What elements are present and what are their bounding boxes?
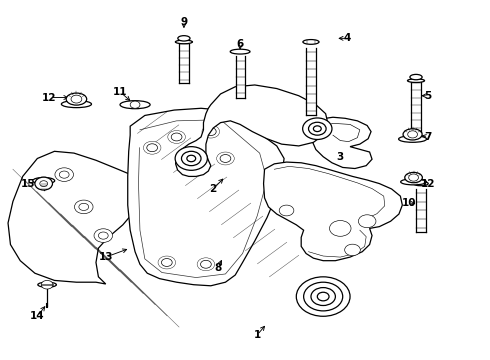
FancyBboxPatch shape	[411, 79, 421, 132]
Text: 5: 5	[425, 91, 432, 101]
Circle shape	[296, 277, 350, 316]
Circle shape	[358, 215, 376, 228]
Text: 7: 7	[424, 132, 432, 142]
Ellipse shape	[303, 40, 319, 44]
Circle shape	[303, 118, 332, 139]
Circle shape	[314, 126, 321, 132]
Polygon shape	[128, 108, 284, 286]
Text: 1: 1	[254, 330, 261, 340]
Ellipse shape	[175, 40, 193, 44]
Circle shape	[318, 292, 329, 301]
Circle shape	[59, 171, 69, 178]
Text: 11: 11	[113, 87, 128, 97]
Ellipse shape	[414, 181, 428, 186]
Circle shape	[71, 95, 82, 103]
Circle shape	[217, 152, 234, 165]
Polygon shape	[264, 162, 402, 261]
FancyBboxPatch shape	[179, 40, 189, 83]
Ellipse shape	[230, 49, 250, 54]
Circle shape	[98, 232, 108, 239]
FancyBboxPatch shape	[416, 189, 426, 232]
Ellipse shape	[401, 179, 426, 185]
FancyBboxPatch shape	[236, 57, 245, 98]
Circle shape	[409, 174, 418, 181]
Ellipse shape	[66, 93, 87, 105]
Circle shape	[94, 229, 113, 242]
Ellipse shape	[399, 136, 427, 142]
Circle shape	[309, 122, 326, 135]
Text: 13: 13	[98, 252, 113, 262]
Circle shape	[205, 128, 216, 135]
Circle shape	[197, 258, 215, 271]
Circle shape	[304, 282, 343, 311]
Circle shape	[79, 203, 89, 211]
Circle shape	[330, 221, 351, 236]
Polygon shape	[8, 151, 143, 284]
Circle shape	[344, 244, 360, 256]
Circle shape	[144, 141, 161, 154]
Ellipse shape	[403, 129, 422, 140]
Circle shape	[187, 155, 196, 162]
Circle shape	[408, 131, 417, 138]
FancyBboxPatch shape	[306, 48, 317, 116]
Ellipse shape	[408, 79, 424, 82]
Text: 6: 6	[237, 40, 244, 49]
Circle shape	[147, 144, 158, 152]
Circle shape	[74, 200, 93, 214]
Text: 10: 10	[401, 198, 416, 208]
Circle shape	[220, 154, 231, 162]
Ellipse shape	[410, 75, 422, 80]
Ellipse shape	[33, 177, 55, 184]
Circle shape	[279, 205, 294, 216]
Text: 9: 9	[180, 17, 188, 27]
Circle shape	[175, 147, 207, 170]
Circle shape	[40, 181, 48, 186]
Ellipse shape	[405, 172, 422, 183]
Circle shape	[161, 258, 172, 266]
Text: 14: 14	[30, 311, 45, 321]
Text: 4: 4	[344, 33, 351, 43]
Ellipse shape	[38, 282, 56, 287]
Polygon shape	[311, 117, 372, 168]
Ellipse shape	[120, 101, 150, 109]
Circle shape	[168, 131, 185, 143]
Polygon shape	[175, 85, 328, 176]
Circle shape	[200, 260, 211, 268]
Ellipse shape	[178, 36, 190, 41]
Circle shape	[181, 151, 201, 166]
Ellipse shape	[61, 100, 92, 108]
Circle shape	[202, 125, 220, 138]
Circle shape	[171, 133, 182, 141]
Circle shape	[130, 101, 140, 108]
Text: 12: 12	[42, 93, 57, 103]
Circle shape	[311, 288, 335, 306]
Text: 8: 8	[215, 263, 222, 273]
Circle shape	[41, 280, 53, 289]
Circle shape	[55, 168, 74, 181]
Text: 2: 2	[210, 184, 217, 194]
Text: 3: 3	[337, 152, 344, 162]
Circle shape	[35, 177, 52, 190]
Circle shape	[158, 256, 175, 269]
Text: 15: 15	[20, 179, 35, 189]
Text: 12: 12	[421, 179, 436, 189]
